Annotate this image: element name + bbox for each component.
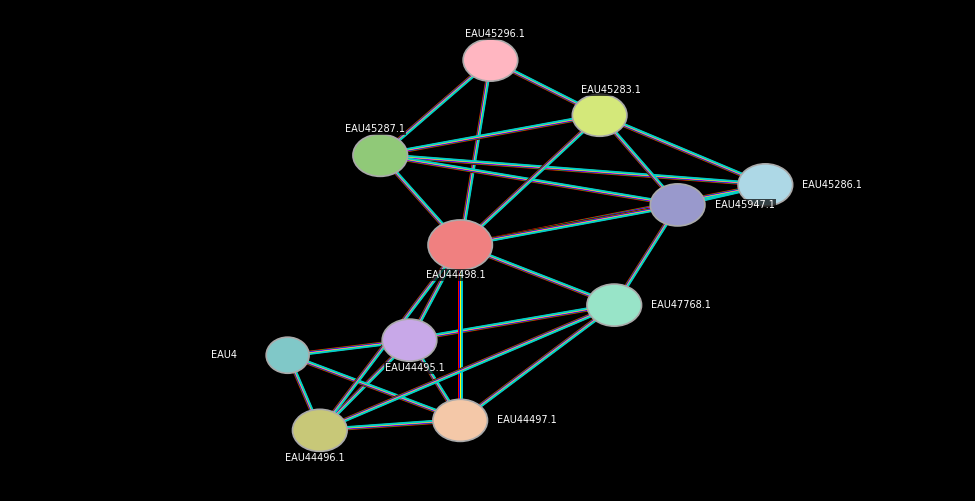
- Text: EAU44498.1: EAU44498.1: [425, 270, 486, 280]
- Text: EAU45286.1: EAU45286.1: [802, 180, 862, 190]
- Ellipse shape: [587, 284, 642, 326]
- Ellipse shape: [463, 39, 518, 81]
- Ellipse shape: [433, 399, 488, 441]
- Ellipse shape: [292, 409, 347, 451]
- Text: EAU45296.1: EAU45296.1: [465, 29, 526, 39]
- Text: EAU44497.1: EAU44497.1: [497, 415, 557, 425]
- Ellipse shape: [738, 164, 793, 206]
- Text: EAU45283.1: EAU45283.1: [581, 85, 642, 95]
- Ellipse shape: [650, 184, 705, 226]
- Text: EAU47768.1: EAU47768.1: [651, 300, 711, 310]
- Ellipse shape: [428, 220, 492, 270]
- Text: EAU45287.1: EAU45287.1: [345, 124, 406, 134]
- Text: EAU44495.1: EAU44495.1: [384, 363, 445, 373]
- Ellipse shape: [572, 94, 627, 136]
- Ellipse shape: [382, 319, 437, 361]
- Ellipse shape: [266, 337, 309, 373]
- Text: EAU45947.1: EAU45947.1: [715, 200, 774, 210]
- Text: EAU4: EAU4: [211, 350, 237, 360]
- Ellipse shape: [353, 134, 408, 176]
- Text: EAU44496.1: EAU44496.1: [285, 453, 345, 463]
